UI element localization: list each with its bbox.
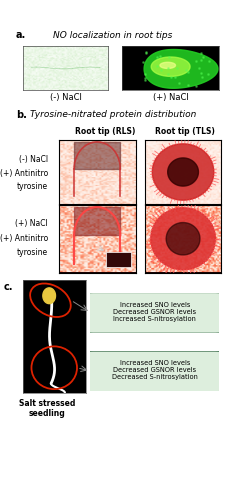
- Point: [143, 74, 146, 82]
- Text: c.: c.: [4, 282, 14, 292]
- Point: [155, 54, 159, 62]
- Point: [166, 64, 169, 72]
- Text: Salt stressed
seedling: Salt stressed seedling: [19, 399, 75, 418]
- Point: [200, 73, 203, 81]
- Point: [142, 76, 146, 84]
- Text: Root tip (TLS): Root tip (TLS): [155, 127, 214, 136]
- Point: [143, 48, 147, 56]
- Polygon shape: [43, 288, 55, 304]
- Point: [199, 68, 202, 76]
- Point: [196, 64, 200, 72]
- Text: Tyrosine-nitrated protein distribution: Tyrosine-nitrated protein distribution: [30, 110, 195, 119]
- Point: [172, 74, 176, 82]
- Text: Increased SNO levels
Decreased GSNOR levels
Decreased S-nitrosylation: Increased SNO levels Decreased GSNOR lev…: [111, 360, 197, 380]
- Point: [158, 66, 162, 74]
- Polygon shape: [159, 62, 175, 68]
- Text: b.: b.: [16, 110, 27, 120]
- Text: (+) NaCl: (+) NaCl: [152, 93, 188, 102]
- Point: [183, 66, 187, 74]
- Point: [143, 49, 147, 57]
- Point: [165, 70, 169, 78]
- Polygon shape: [150, 208, 214, 270]
- Point: [142, 70, 146, 78]
- Point: [167, 53, 170, 61]
- Text: (-) NaCl: (-) NaCl: [19, 154, 48, 164]
- Polygon shape: [165, 222, 199, 255]
- Point: [207, 57, 210, 65]
- Text: tyrosine: tyrosine: [17, 182, 48, 190]
- Point: [205, 70, 209, 78]
- Point: [200, 54, 203, 62]
- Point: [174, 64, 178, 72]
- Point: [194, 56, 197, 64]
- Point: [177, 78, 180, 86]
- Text: (+) Antinitro: (+) Antinitro: [0, 234, 48, 243]
- Polygon shape: [167, 158, 198, 186]
- FancyBboxPatch shape: [85, 351, 222, 392]
- Point: [140, 58, 144, 66]
- Text: (+) NaCl: (+) NaCl: [15, 220, 48, 228]
- Text: a.: a.: [16, 30, 26, 40]
- Polygon shape: [144, 50, 217, 88]
- Text: Increased SNO levels
Decreased GSNOR levels
Increased S-nitrosylation: Increased SNO levels Decreased GSNOR lev…: [113, 302, 196, 322]
- FancyBboxPatch shape: [106, 252, 130, 267]
- Text: tyrosine: tyrosine: [17, 248, 48, 257]
- Text: (-) NaCl: (-) NaCl: [49, 93, 81, 102]
- Point: [198, 48, 202, 56]
- Point: [154, 62, 158, 70]
- Point: [169, 74, 172, 82]
- Point: [158, 52, 161, 60]
- Point: [194, 82, 197, 90]
- Polygon shape: [152, 144, 213, 200]
- Text: NO localization in root tips: NO localization in root tips: [53, 30, 172, 40]
- Point: [185, 68, 189, 76]
- Point: [185, 81, 189, 89]
- Polygon shape: [151, 57, 189, 76]
- Text: Root tip (RLS): Root tip (RLS): [74, 127, 135, 136]
- FancyBboxPatch shape: [85, 292, 222, 334]
- Text: (+) Antinitro: (+) Antinitro: [0, 169, 48, 178]
- Point: [198, 56, 202, 64]
